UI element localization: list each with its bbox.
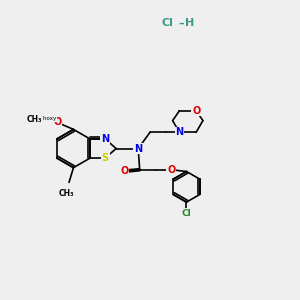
Text: N: N xyxy=(101,134,109,144)
Text: CH₃: CH₃ xyxy=(59,189,74,198)
Text: CH₃: CH₃ xyxy=(27,115,43,124)
Text: Cl: Cl xyxy=(182,209,191,218)
Text: O: O xyxy=(53,117,61,128)
Text: N: N xyxy=(176,127,184,137)
Text: N: N xyxy=(134,143,142,154)
Text: H: H xyxy=(185,18,194,28)
Text: methoxy: methoxy xyxy=(33,116,57,122)
Text: O: O xyxy=(192,106,200,116)
Text: Cl: Cl xyxy=(162,18,174,28)
Text: O: O xyxy=(120,166,128,176)
Text: S: S xyxy=(102,153,109,163)
Text: O: O xyxy=(167,165,175,175)
Text: –: – xyxy=(178,18,184,28)
